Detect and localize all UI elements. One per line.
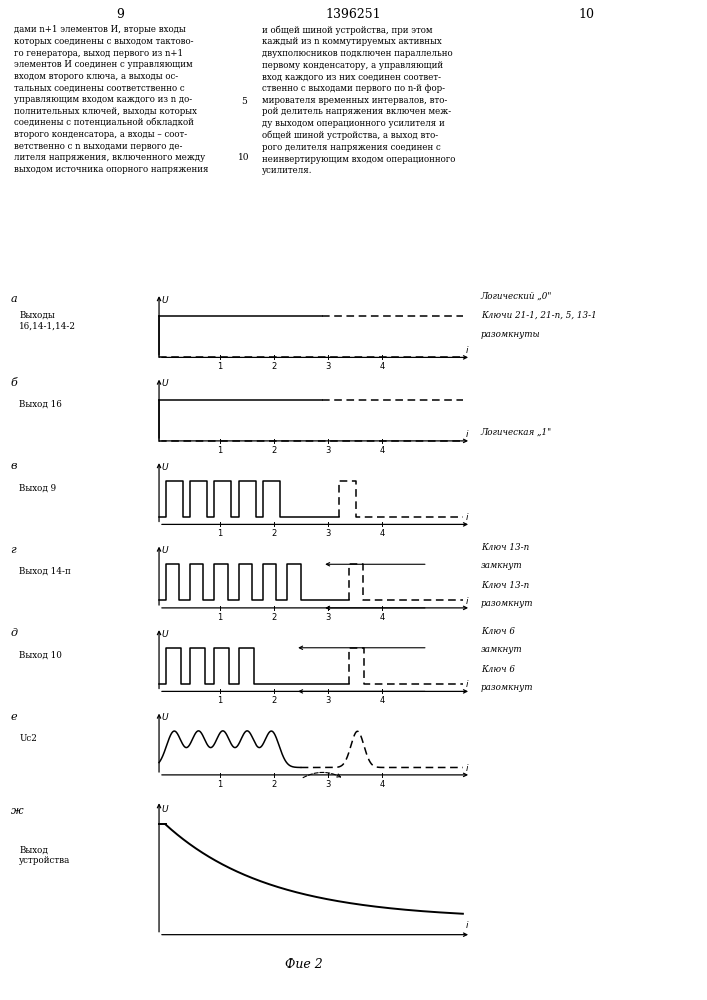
- Text: i: i: [466, 513, 468, 522]
- Text: 2: 2: [271, 613, 276, 622]
- Text: 2: 2: [271, 446, 276, 455]
- Text: 3: 3: [325, 780, 330, 789]
- Text: г: г: [11, 545, 16, 555]
- Text: U: U: [162, 379, 168, 388]
- Text: е: е: [11, 712, 17, 722]
- Text: а: а: [11, 294, 17, 304]
- Text: 3: 3: [325, 362, 330, 371]
- Text: замкнут: замкнут: [481, 561, 522, 570]
- Text: U: U: [162, 713, 168, 722]
- Text: Выход 9: Выход 9: [19, 483, 57, 492]
- Text: Выход
устройства: Выход устройства: [19, 845, 71, 865]
- Text: Ключ 13-п: Ключ 13-п: [481, 543, 529, 552]
- Text: 4: 4: [379, 446, 385, 455]
- Text: Выходы
16,14-1,14-2: Выходы 16,14-1,14-2: [19, 311, 76, 331]
- Text: 1: 1: [217, 613, 222, 622]
- Text: Логический „0": Логический „0": [481, 292, 552, 301]
- Text: Выход 10: Выход 10: [19, 650, 62, 659]
- Text: i: i: [466, 346, 468, 355]
- Text: Ключи 21-1, 21-п, 5, 13-1: Ключи 21-1, 21-п, 5, 13-1: [481, 311, 597, 320]
- Text: U: U: [162, 630, 168, 639]
- Text: ж: ж: [11, 806, 23, 816]
- Text: i: i: [466, 430, 468, 439]
- Text: U: U: [162, 805, 168, 814]
- Text: 2: 2: [271, 362, 276, 371]
- Text: 5: 5: [241, 97, 247, 106]
- Text: 4: 4: [379, 529, 385, 538]
- Text: U: U: [162, 296, 168, 305]
- Text: 4: 4: [379, 613, 385, 622]
- Text: Выход 14-п: Выход 14-п: [19, 567, 71, 576]
- Text: U: U: [162, 546, 168, 555]
- Text: разомкнут: разомкнут: [481, 683, 533, 692]
- Text: 1396251: 1396251: [326, 8, 381, 21]
- Text: i: i: [466, 921, 468, 930]
- Text: в: в: [11, 461, 17, 471]
- Text: 9: 9: [116, 8, 124, 21]
- Text: разомкнуты: разомкнуты: [481, 330, 540, 339]
- Text: Ключ 13-п: Ключ 13-п: [481, 581, 529, 590]
- Text: 3: 3: [325, 613, 330, 622]
- Text: Логическая „1": Логическая „1": [481, 427, 552, 436]
- Text: i: i: [466, 597, 468, 606]
- Text: 4: 4: [379, 696, 385, 705]
- Text: д: д: [11, 628, 18, 638]
- Text: 1: 1: [217, 696, 222, 705]
- Text: 2: 2: [271, 696, 276, 705]
- Text: i: i: [466, 680, 468, 689]
- Text: 10: 10: [238, 153, 250, 162]
- Text: 3: 3: [325, 529, 330, 538]
- Text: 10: 10: [579, 8, 595, 21]
- Text: 2: 2: [271, 780, 276, 789]
- Text: 1: 1: [217, 362, 222, 371]
- Text: 2: 2: [271, 529, 276, 538]
- Text: и общей шиной устройства, при этом
каждый из n коммутируемых активных
двухполюсн: и общей шиной устройства, при этом кажды…: [262, 25, 455, 175]
- Text: i: i: [466, 764, 468, 773]
- Text: 1: 1: [217, 529, 222, 538]
- Text: б: б: [11, 378, 17, 388]
- Text: 4: 4: [379, 362, 385, 371]
- Text: 3: 3: [325, 446, 330, 455]
- Text: Выход 16: Выход 16: [19, 400, 62, 409]
- Text: Ключ 6: Ключ 6: [481, 665, 515, 674]
- Text: 3: 3: [325, 696, 330, 705]
- Text: 4: 4: [379, 780, 385, 789]
- Text: 1: 1: [217, 446, 222, 455]
- Text: разомкнут: разомкнут: [481, 599, 533, 608]
- Text: U: U: [162, 463, 168, 472]
- Text: дами n+1 элементов И, вторые входы
которых соединены с выходом тактово-
го генер: дами n+1 элементов И, вторые входы котор…: [14, 25, 209, 174]
- Text: Ключ 6: Ключ 6: [481, 627, 515, 636]
- Text: замкнут: замкнут: [481, 645, 522, 654]
- Text: 1: 1: [217, 780, 222, 789]
- Text: Фие 2: Фие 2: [285, 958, 323, 971]
- Text: Uс2: Uс2: [19, 734, 37, 743]
